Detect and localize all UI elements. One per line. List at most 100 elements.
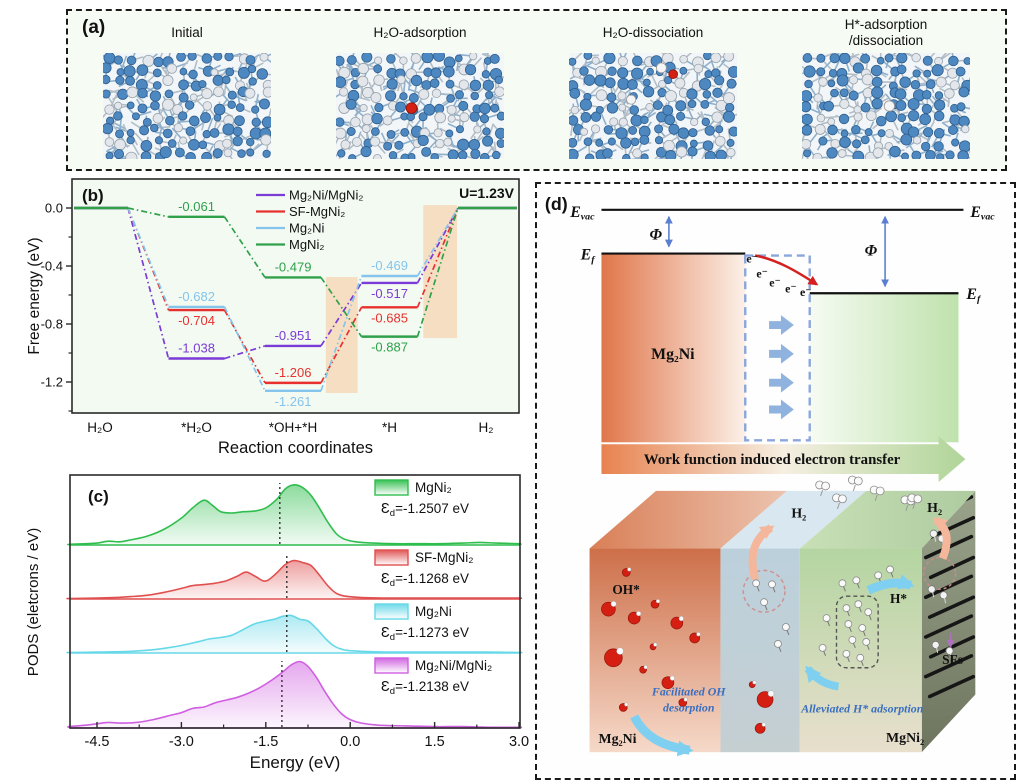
channel-front-face	[720, 548, 800, 753]
svg-text:-1.261: -1.261	[275, 394, 312, 409]
banner-text: Work function induced electron transfer	[644, 452, 901, 468]
svg-text:0.0: 0.0	[45, 201, 63, 216]
oh-desorption-arrow	[630, 714, 694, 757]
sf-face-atoms	[927, 529, 954, 659]
svg-text:Ɛd=-1.1268 eV: Ɛd=-1.1268 eV	[381, 571, 469, 589]
svg-text:-0.951: -0.951	[275, 328, 312, 343]
svg-text:*OH+*H: *OH+*H	[269, 420, 317, 435]
svg-text:*H₂O: *H₂O	[181, 420, 212, 435]
panel-a: (a) Initial H₂O-adsorption H₂O-dissociat…	[66, 9, 1007, 171]
crystal-structure-image	[569, 53, 737, 159]
caption-left-line1: Facilitated OH	[651, 685, 726, 699]
schematic-3d: OH* Facilitated OH desorption Mg₂Ni H₂ H…	[589, 475, 976, 757]
panel-d: (d) Evac Evac Φ Ef Mg₂Ni Ef Φ e⁻ e⁻ e⁻ e…	[535, 182, 1016, 780]
svg-text:1.5: 1.5	[425, 734, 445, 750]
svg-text:*H: *H	[382, 420, 397, 435]
svg-text:-4.5: -4.5	[85, 734, 110, 750]
svg-text:3.0: 3.0	[509, 734, 529, 750]
sfs-label: SFs	[942, 652, 963, 667]
structure-h-adsorption-dissociation: H*-adsorption /dissociation	[791, 13, 981, 169]
svg-text:Mg₂Ni: Mg₂Ni	[289, 221, 324, 236]
svg-text:(b): (b)	[82, 186, 104, 205]
mgni2-3d-label: MgNi₂	[886, 731, 924, 746]
svg-text:e⁻: e⁻	[769, 275, 781, 289]
interface-dashed-box	[744, 254, 811, 442]
mg2ni-top-face	[589, 490, 787, 549]
h-cluster-dashed-box	[835, 595, 879, 669]
panel-d-tag: (d)	[545, 194, 568, 214]
structure-h2o-adsorption: H₂O-adsorption	[325, 13, 515, 169]
svg-text:-0.469: -0.469	[371, 258, 408, 273]
svg-text:-0.4: -0.4	[41, 259, 63, 274]
h-star-label: H*	[890, 591, 907, 606]
mgni2-band-block	[809, 293, 959, 443]
svg-text:-0.887: -0.887	[371, 340, 408, 355]
svg-text:-1.2: -1.2	[41, 375, 63, 390]
panel-d-diagram: (d) Evac Evac Φ Ef Mg₂Ni Ef Φ e⁻ e⁻ e⁻ e…	[545, 194, 995, 757]
svg-text:SF-MgNi₂: SF-MgNi₂	[289, 204, 345, 219]
h-transfer-arrow-right	[866, 574, 915, 595]
ef-label-left: Ef	[580, 246, 597, 265]
svg-text:Mg₂Ni: Mg₂Ni	[415, 604, 452, 619]
h2-label-channel: H₂	[791, 507, 806, 522]
structure-label: H₂O-adsorption	[373, 25, 467, 41]
svg-text:0.0: 0.0	[340, 734, 360, 750]
mg2ni-3d-label: Mg₂Ni	[598, 732, 636, 747]
svg-text:-0.685: -0.685	[371, 310, 408, 325]
svg-text:H₂O: H₂O	[87, 420, 113, 435]
chart-b-free-energy-diagram: -1.038 -0.951 -0.517 -0.704 -1.206 -0.685 -0.6…	[26, 178, 520, 457]
channel-top-face	[720, 490, 867, 549]
svg-text:Mg₂Ni/MgNi₂: Mg₂Ni/MgNi₂	[415, 658, 492, 673]
svg-text:Ɛd=-1.1273 eV: Ɛd=-1.1273 eV	[381, 625, 469, 643]
structure-label: H₂O-dissociation	[602, 25, 704, 41]
oh-red-spheres	[601, 567, 775, 734]
svg-text:e⁻: e⁻	[800, 285, 812, 299]
h2-label-right: H₂	[927, 501, 942, 516]
svg-text:-3.0: -3.0	[169, 734, 194, 750]
svg-text:-0.704: -0.704	[178, 313, 215, 328]
svg-text:-0.479: -0.479	[275, 259, 312, 274]
h2-release-arrow-channel	[748, 524, 775, 581]
svg-text:Mg₂Ni/MgNi₂: Mg₂Ni/MgNi₂	[289, 188, 363, 203]
interface-flow-arrows	[769, 315, 794, 420]
panel-a-structures: Initial H₂O-adsorption H₂O-dissociation	[68, 13, 1005, 169]
sf-side-face	[921, 490, 976, 753]
svg-text:(c): (c)	[88, 487, 109, 506]
structure-label: Initial	[171, 25, 203, 41]
svg-text:Ɛd=-1.2138 eV: Ɛd=-1.2138 eV	[381, 679, 469, 697]
svg-text:Ɛd=-1.2507 eV: Ɛd=-1.2507 eV	[381, 501, 469, 519]
h-adsorption-arrow-left	[804, 665, 840, 691]
svg-text:H₂: H₂	[479, 420, 494, 435]
svg-text:-0.061: -0.061	[178, 199, 215, 214]
chart-c-pods-plot: MgNi₂ Ɛd=-1.2507 eV SF-MgNi₂ Ɛd=-1.1268 eV M…	[26, 474, 529, 772]
svg-text:e⁻: e⁻	[756, 266, 768, 280]
structure-initial: Initial	[92, 13, 282, 169]
electron-transfer-arrow	[754, 254, 819, 286]
svg-text:PODS (eletcrons / eV): PODS (eletcrons / eV)	[26, 528, 42, 676]
svg-text:MgNi₂: MgNi₂	[415, 480, 452, 495]
svg-text:-1.5: -1.5	[253, 734, 278, 750]
evac-label-right: Evac	[969, 204, 995, 223]
evac-label-left: Evac	[569, 204, 595, 223]
svg-text:U=1.23V: U=1.23V	[459, 185, 515, 201]
ef-label-right: Ef	[965, 286, 982, 305]
sf-dashed-circle	[923, 556, 957, 591]
oh-star-label: OH*	[612, 582, 640, 597]
svg-text:-0.517: -0.517	[371, 286, 408, 301]
electron-labels: e⁻ e⁻ e⁻ e⁻ e⁻	[746, 251, 811, 299]
svg-text:Reaction coordinates: Reaction coordinates	[218, 439, 373, 457]
phi-label-right: Φ	[865, 243, 878, 260]
hydrogen-molecules	[752, 475, 923, 666]
panel-a-tag: (a)	[82, 17, 106, 38]
mg2ni-band-block	[601, 253, 746, 443]
svg-text:SF-MgNi₂: SF-MgNi₂	[415, 550, 474, 565]
phi-label-left: Φ	[649, 227, 662, 244]
svg-text:Energy (eV): Energy (eV)	[250, 753, 341, 772]
structure-label: H*-adsorption /dissociation	[844, 17, 928, 48]
crystal-structure-image	[802, 53, 970, 159]
svg-text:e⁻: e⁻	[785, 281, 797, 295]
crystal-structure-image	[336, 53, 504, 159]
crystal-structure-image	[103, 53, 271, 159]
svg-text:MgNi₂: MgNi₂	[289, 237, 324, 252]
